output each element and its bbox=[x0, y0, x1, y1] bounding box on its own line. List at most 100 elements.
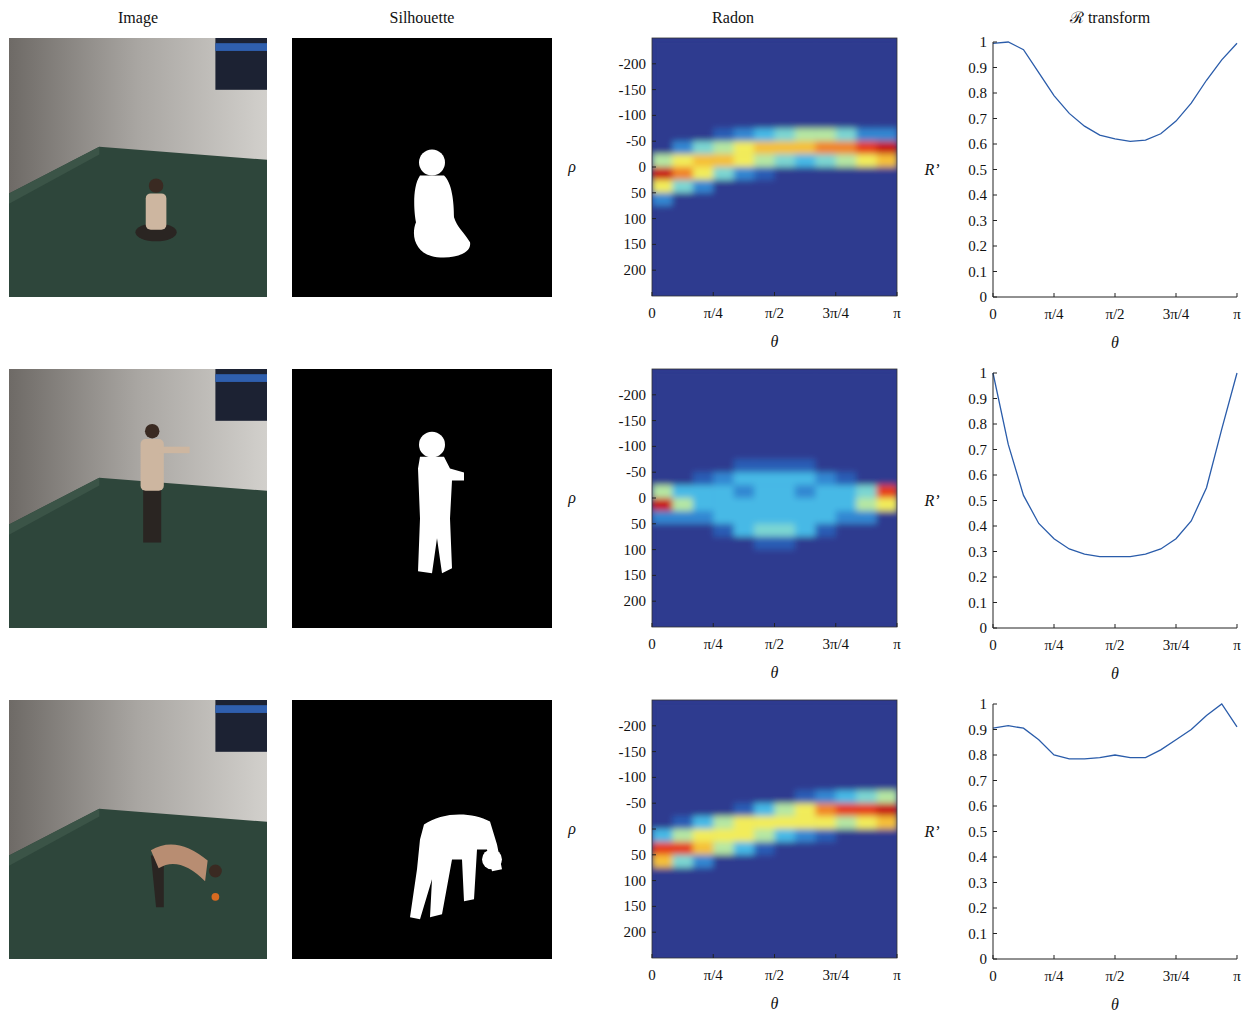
heat-cell bbox=[775, 459, 796, 473]
heat-cell bbox=[775, 90, 796, 104]
heat-cell bbox=[877, 842, 897, 856]
silhouette bbox=[292, 700, 552, 959]
heat-cell bbox=[713, 244, 734, 258]
x-axis-title: θ bbox=[771, 333, 779, 350]
column-title: Radon bbox=[712, 9, 754, 26]
y-tick-label: 0.1 bbox=[968, 595, 987, 611]
heat-cell bbox=[652, 232, 673, 246]
heat-cell bbox=[815, 563, 836, 577]
heat-cell bbox=[856, 588, 877, 602]
y-axis-title: R’ bbox=[923, 492, 939, 509]
heat-cell bbox=[856, 232, 877, 246]
heat-cell bbox=[672, 932, 693, 946]
heat-cell bbox=[652, 180, 673, 194]
heat-cell bbox=[815, 206, 836, 220]
y-tick-label: 0.2 bbox=[968, 900, 987, 916]
y-tick-label: 0.7 bbox=[968, 773, 987, 789]
x-tick-label: π/4 bbox=[704, 636, 724, 652]
heat-cell bbox=[672, 614, 693, 627]
heat-cell bbox=[652, 257, 673, 271]
heat-cell bbox=[877, 154, 897, 168]
x-tick-label: π bbox=[1233, 306, 1241, 322]
heat-cell bbox=[652, 588, 673, 602]
torso bbox=[141, 439, 164, 491]
heat-cell bbox=[652, 446, 673, 460]
heat-cell bbox=[856, 816, 877, 830]
heat-cell bbox=[877, 485, 897, 499]
heat-cell bbox=[795, 550, 816, 564]
y-tick-label: 1 bbox=[980, 365, 988, 381]
heat-cell bbox=[713, 919, 734, 933]
y-tick bbox=[652, 244, 656, 245]
heat-cell bbox=[652, 881, 673, 895]
heat-cell bbox=[795, 90, 816, 104]
heat-cell bbox=[652, 868, 673, 882]
heat-cell bbox=[672, 219, 693, 233]
heat-cell bbox=[877, 726, 897, 740]
panel-edge bbox=[215, 374, 267, 382]
heat-cell bbox=[754, 77, 775, 91]
heat-cell bbox=[693, 777, 714, 791]
y-tick-label: 150 bbox=[624, 236, 647, 252]
y-tick bbox=[652, 167, 656, 168]
y-axis-title: ρ bbox=[567, 489, 576, 507]
y-tick bbox=[993, 271, 997, 272]
heat-cell bbox=[713, 575, 734, 589]
heat-cell bbox=[652, 64, 673, 78]
heat-cell bbox=[734, 382, 755, 396]
heat-cell bbox=[815, 395, 836, 409]
heat-cell bbox=[713, 206, 734, 220]
heat-cell bbox=[795, 881, 816, 895]
silhouette-head bbox=[419, 150, 445, 176]
y-tick bbox=[652, 141, 656, 142]
heat-cell bbox=[775, 421, 796, 435]
heat-cell bbox=[672, 881, 693, 895]
y-tick bbox=[993, 144, 997, 145]
heat-cell bbox=[836, 713, 857, 727]
heat-cell bbox=[734, 842, 755, 856]
heat-cell bbox=[836, 739, 857, 753]
y-tick bbox=[652, 803, 656, 804]
heat-cell bbox=[693, 700, 714, 714]
heat-cell bbox=[713, 829, 734, 843]
heat-cell bbox=[775, 51, 796, 65]
heat-cell bbox=[775, 472, 796, 486]
x-tick-label: 0 bbox=[989, 968, 997, 984]
heat-cell bbox=[877, 283, 897, 296]
heat-cell bbox=[713, 816, 734, 830]
y-tick bbox=[652, 829, 656, 830]
heat-cell bbox=[795, 128, 816, 142]
x-axis-title: θ bbox=[1111, 996, 1119, 1013]
y-tick bbox=[993, 704, 997, 705]
panel-edge bbox=[215, 705, 267, 713]
heat-cell bbox=[754, 446, 775, 460]
heat-cell bbox=[652, 395, 673, 409]
heat-cell bbox=[877, 232, 897, 246]
heat-cell bbox=[754, 270, 775, 284]
heat-cell bbox=[836, 614, 857, 627]
heat-cell bbox=[836, 421, 857, 435]
heat-cell bbox=[856, 38, 877, 52]
heat-cell bbox=[734, 816, 755, 830]
x-tick bbox=[1054, 624, 1055, 628]
heat-cell bbox=[652, 537, 673, 551]
heat-cell bbox=[877, 713, 897, 727]
x-tick bbox=[1115, 624, 1116, 628]
heat-cell bbox=[795, 382, 816, 396]
heat-cell bbox=[856, 511, 877, 525]
heat-cell bbox=[652, 472, 673, 486]
heat-cell bbox=[672, 777, 693, 791]
heat-cell bbox=[672, 154, 693, 168]
heat-cell bbox=[856, 752, 877, 766]
heat-cell bbox=[877, 434, 897, 448]
heat-cell bbox=[734, 244, 755, 258]
heat-cell bbox=[795, 790, 816, 804]
heat-cell bbox=[672, 739, 693, 753]
heat-cell bbox=[693, 498, 714, 512]
heat-cell bbox=[795, 739, 816, 753]
wall bbox=[9, 700, 267, 959]
heat-cell bbox=[856, 601, 877, 615]
y-tick-label: -50 bbox=[626, 133, 646, 149]
heat-cell bbox=[836, 537, 857, 551]
heat-cell bbox=[693, 283, 714, 296]
